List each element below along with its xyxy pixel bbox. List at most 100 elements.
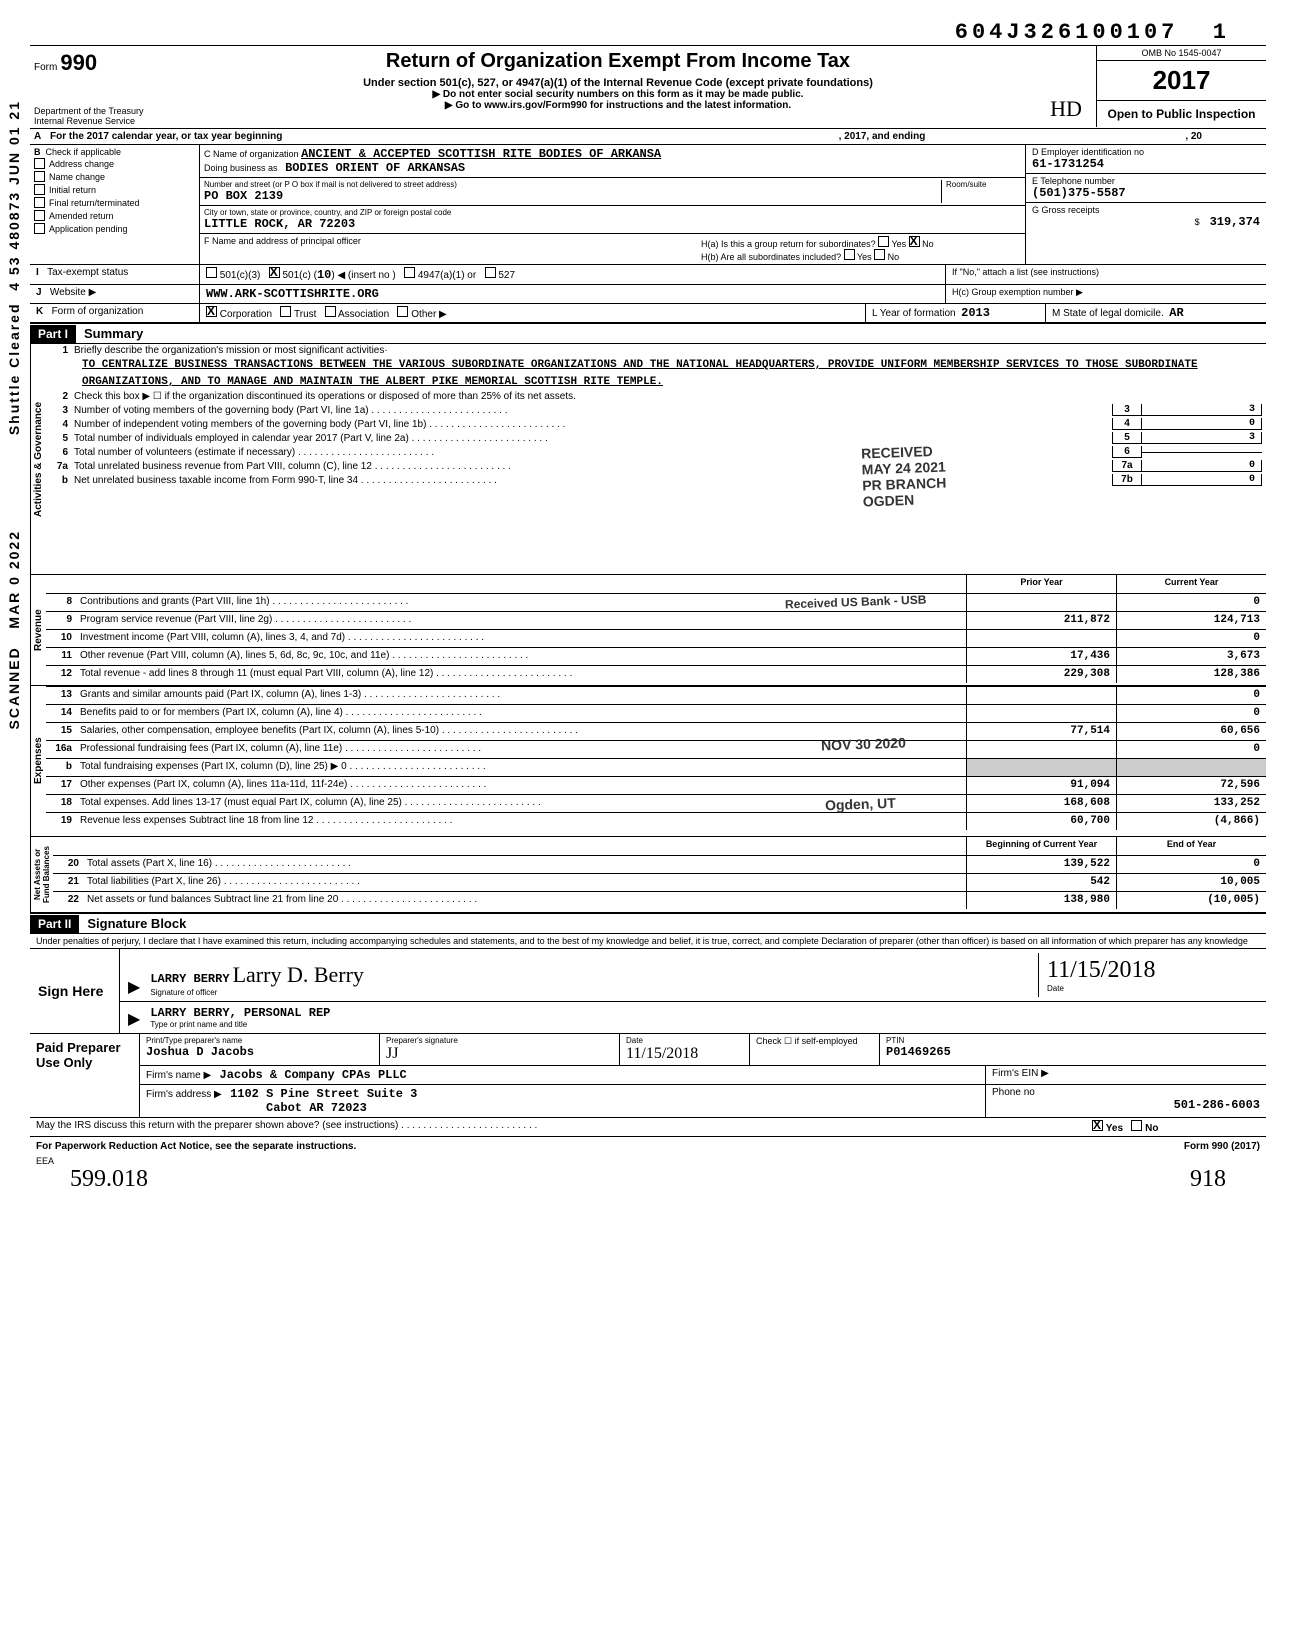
- year-formation: 2013: [961, 306, 990, 320]
- sign-here-label: Sign Here: [30, 949, 120, 1033]
- mission-text: TO CENTRALIZE BUSINESS TRANSACTIONS BETW…: [46, 357, 1266, 390]
- ein: 61-1731254: [1032, 157, 1104, 171]
- row-a: A For the 2017 calendar year, or tax yea…: [30, 129, 1266, 145]
- street: PO BOX 2139: [204, 189, 283, 203]
- row-i: I Tax-exempt status 501(c)(3) 501(c) (10…: [30, 265, 1266, 285]
- row-j: J Website ▶ WWW.ARK-SCOTTISHRITE.ORG H(c…: [30, 285, 1266, 304]
- fin-row: bTotal fundraising expenses (Part IX, co…: [46, 758, 1266, 776]
- firm-addr-1: 1102 S Pine Street Suite 3: [230, 1087, 417, 1101]
- arrow-note-2: ▶ Go to www.irs.gov/Form990 for instruct…: [204, 100, 1032, 111]
- fin-row: 14Benefits paid to or for members (Part …: [46, 704, 1266, 722]
- sig-statement: Under penalties of perjury, I declare th…: [30, 934, 1266, 949]
- fin-row: 12Total revenue - add lines 8 through 11…: [46, 665, 1266, 683]
- col-begin: Beginning of Current Year: [966, 837, 1116, 855]
- org-name: ANCIENT & ACCEPTED SCOTTISH RITE BODIES …: [301, 147, 661, 161]
- cb-4947[interactable]: [404, 267, 415, 278]
- gov-line: 3Number of voting members of the governi…: [46, 403, 1266, 417]
- cb-assoc[interactable]: [325, 306, 336, 317]
- officer-signature: Larry D. Berry: [233, 962, 364, 987]
- dept-1: Department of the Treasury: [34, 106, 196, 116]
- initials: HD: [1050, 96, 1082, 121]
- checkbox-app-pending[interactable]: [34, 223, 45, 234]
- form-label: Form: [34, 62, 57, 73]
- exp-label: Expenses: [30, 686, 46, 836]
- sign-here-section: Sign Here ▶ LARRY BERRY Larry D. Berry S…: [30, 949, 1266, 1033]
- omb-number: OMB No 1545-0047: [1097, 46, 1266, 61]
- cb-corp[interactable]: [206, 306, 217, 317]
- gov-label: Activities & Governance: [30, 344, 46, 574]
- gross-receipts: 319,374: [1210, 215, 1260, 229]
- preparer-signature: JJ: [386, 1045, 398, 1062]
- sign-date: 11/15/2018: [1047, 957, 1155, 983]
- checkbox-address-change[interactable]: [34, 158, 45, 169]
- row-k: K Form of organization Corporation Trust…: [30, 304, 1266, 323]
- fin-row: 19Revenue less expenses Subtract line 18…: [46, 812, 1266, 830]
- rev-label: Revenue: [30, 575, 46, 685]
- fin-row: 16aProfessional fundraising fees (Part I…: [46, 740, 1266, 758]
- checkbox-amended[interactable]: [34, 210, 45, 221]
- website: WWW.ARK-SCOTTISHRITE.ORG: [206, 287, 379, 301]
- checkbox-name-change[interactable]: [34, 171, 45, 182]
- stamp-received: RECEIVED MAY 24 2021 PR BRANCH OGDEN: [861, 443, 947, 510]
- fin-row: 13Grants and similar amounts paid (Part …: [46, 686, 1266, 704]
- checkbox-initial-return[interactable]: [34, 184, 45, 195]
- section-bcd: B Check if applicable Address change Nam…: [30, 145, 1266, 265]
- ha-yes[interactable]: [878, 236, 889, 247]
- bottom-handwrite-2: 918: [1190, 1166, 1226, 1193]
- fin-row: 18Total expenses. Add lines 13-17 (must …: [46, 794, 1266, 812]
- discuss-no[interactable]: [1131, 1120, 1142, 1131]
- col-prior: Prior Year: [966, 575, 1116, 593]
- cb-other[interactable]: [397, 306, 408, 317]
- preparer-date: 11/15/2018: [626, 1045, 698, 1062]
- form-header: Form 990 Department of the Treasury Inte…: [30, 45, 1266, 129]
- fin-row: 20Total assets (Part X, line 16)139,5220: [53, 855, 1266, 873]
- ptin: P01469265: [886, 1045, 951, 1059]
- discuss-yes[interactable]: [1092, 1120, 1103, 1131]
- col-current: Current Year: [1116, 575, 1266, 593]
- part-2-header: Part II Signature Block: [30, 913, 1266, 934]
- gov-line: bNet unrelated business taxable income f…: [46, 473, 1266, 487]
- hb-no[interactable]: [874, 249, 885, 260]
- checkbox-final-return[interactable]: [34, 197, 45, 208]
- cb-trust[interactable]: [280, 306, 291, 317]
- discuss-row: May the IRS discuss this return with the…: [30, 1118, 1266, 1137]
- dept-2: Internal Revenue Service: [34, 116, 196, 126]
- form-subtitle: Under section 501(c), 527, or 4947(a)(1)…: [204, 77, 1032, 89]
- expenses-section: Expenses 13Grants and similar amounts pa…: [30, 686, 1266, 837]
- phone: (501)375-5587: [1032, 186, 1126, 200]
- arrow-icon-2: ▶: [128, 1009, 140, 1029]
- stamp-ogden-2: Ogden, UT: [825, 795, 896, 813]
- arrow-note-1: ▶ Do not enter social security numbers o…: [204, 89, 1032, 100]
- firm-phone: 501-286-6003: [1174, 1098, 1260, 1112]
- gov-line: 7aTotal unrelated business revenue from …: [46, 459, 1266, 473]
- ha-no[interactable]: [909, 236, 920, 247]
- stamp-date-2: NOV 30 2020: [821, 735, 906, 754]
- dba: BODIES ORIENT OF ARKANSAS: [285, 161, 465, 175]
- header-id: 604J326100107 1: [30, 20, 1266, 45]
- officer-title: LARRY BERRY, PERSONAL REP: [150, 1006, 330, 1020]
- firm-addr-2: Cabot AR 72023: [266, 1101, 367, 1115]
- governance-section: Activities & Governance 1Briefly describ…: [30, 344, 1266, 575]
- cb-527[interactable]: [485, 267, 496, 278]
- col-end: End of Year: [1116, 837, 1266, 855]
- footer: For Paperwork Reduction Act Notice, see …: [30, 1137, 1266, 1156]
- hb-yes[interactable]: [844, 249, 855, 260]
- open-public: Open to Public Inspection: [1097, 100, 1266, 127]
- net-assets-section: Net Assets or Fund Balances Beginning of…: [30, 837, 1266, 913]
- tax-year: 2017: [1097, 61, 1266, 100]
- preparer-name: Joshua D Jacobs: [146, 1045, 254, 1059]
- form-number: 990: [60, 50, 97, 75]
- cb-501c3[interactable]: [206, 267, 217, 278]
- side-text-2: SCANNED MAR 0 2022: [6, 530, 22, 730]
- eea: EEA: [30, 1156, 1266, 1166]
- cb-501c[interactable]: [269, 267, 280, 278]
- firm-name: Jacobs & Company CPAs PLLC: [220, 1068, 407, 1082]
- fin-row: 8Contributions and grants (Part VIII, li…: [46, 593, 1266, 611]
- net-label: Net Assets or Fund Balances: [30, 837, 53, 912]
- fin-row: 22Net assets or fund balances Subtract l…: [53, 891, 1266, 909]
- part-1-header: Part I Summary: [30, 323, 1266, 344]
- state-domicile: AR: [1169, 306, 1183, 320]
- gov-line: 6Total number of volunteers (estimate if…: [46, 445, 1266, 459]
- fin-row: 10Investment income (Part VIII, column (…: [46, 629, 1266, 647]
- bottom-handwrite-1: 599.018: [70, 1166, 148, 1193]
